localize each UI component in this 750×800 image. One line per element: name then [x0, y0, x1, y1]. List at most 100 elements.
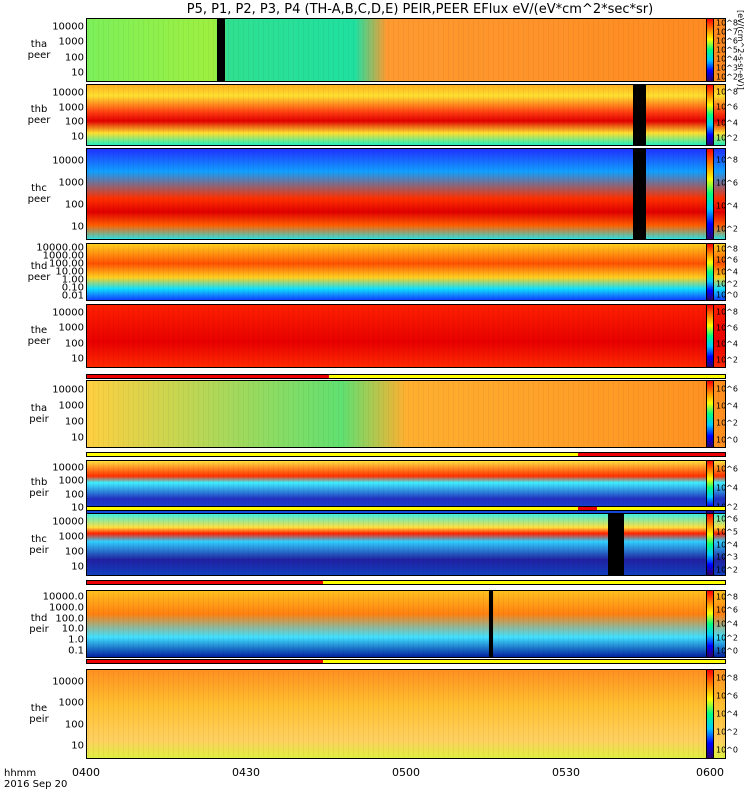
y-tick-label: 10: [71, 131, 84, 143]
spectrogram-image: [86, 669, 726, 759]
y-tick-label: 100: [64, 489, 84, 501]
y-tick-label: 1000: [58, 531, 84, 543]
mode-flag-on-segment: [578, 453, 725, 456]
x-axis-label: hhmm: [4, 768, 37, 779]
y-tick-label: 10000.0: [42, 591, 84, 603]
y-tick-label: 10: [71, 502, 84, 514]
spectrogram-texture: [88, 306, 724, 366]
colorbar: [706, 513, 714, 576]
y-tick-labels: 10000 1000 100 10: [20, 380, 84, 448]
colorbar-tick-label: 10^5: [716, 527, 738, 537]
y-tick-label: 1000.0: [49, 602, 84, 614]
colorbar-tick-label: 10^6: [716, 464, 738, 474]
x-tick-label: 0430: [232, 766, 260, 779]
y-tick-labels: 10000 1000 100 10: [20, 148, 84, 240]
y-tick-label: 10000: [52, 676, 84, 688]
colorbar-tick-label: 10^6: [716, 605, 738, 615]
spectrogram-image: [86, 304, 726, 368]
colorbar-tick-label: 10^2: [716, 418, 738, 427]
colorbar-tick-label: 10^8: [716, 155, 738, 164]
colorbar-tick-label: 10^7: [716, 27, 738, 37]
x-tick-label: 0530: [552, 766, 580, 779]
y-tick-label: 10: [71, 740, 84, 752]
y-axis-label: thc peer: [27, 183, 51, 205]
spectrogram-panel-thc-peer: [86, 148, 726, 240]
colorbar: [706, 148, 714, 240]
x-tick-label: 0600: [696, 766, 724, 779]
mode-flag-on-segment: [87, 375, 330, 378]
x-tick-label: 0400: [72, 766, 100, 779]
colorbar-tick-label: 10^6: [716, 514, 738, 524]
spectrogram-texture: [88, 150, 724, 238]
data-gap-bar: [489, 591, 494, 657]
spectrogram-image: [86, 84, 726, 146]
spectrogram-texture: [88, 86, 724, 144]
mode-flag-bar: [86, 374, 726, 379]
y-tick-label: 10.0: [61, 623, 84, 635]
y-tick-label: 1000: [58, 177, 84, 189]
mode-flag-bar: [86, 580, 726, 585]
colorbar-tick-label: 10^2: [716, 727, 738, 737]
colorbar-tick-label: 10^3: [716, 552, 738, 562]
y-tick-label: 10000: [52, 21, 84, 33]
spectrogram-image: [86, 513, 726, 576]
colorbar-tick-label: 10^8: [716, 244, 738, 254]
colorbar-tick-label: 10^2: [716, 502, 738, 512]
x-axis-date: 2016 Sep 20: [4, 779, 68, 790]
colorbar-tick-label: 10^8: [716, 18, 738, 28]
colorbar-tick-label: 10^2: [716, 355, 738, 365]
spectrogram-panel-thb-peer: [86, 84, 726, 146]
y-tick-labels: 10000 1000 100 10: [20, 304, 84, 368]
y-tick-label: 0.01: [61, 290, 84, 302]
colorbar-tick-label: 10^4: [716, 339, 738, 349]
y-tick-label: 10000: [52, 384, 84, 396]
y-tick-label: 100.0: [55, 613, 84, 625]
colorbar-tick-label: 10^4: [716, 709, 738, 719]
spectrogram-texture: [88, 20, 724, 80]
y-tick-label: 100: [64, 52, 84, 64]
colorbar-tick-label: 10^0: [716, 646, 738, 656]
y-tick-label: 0.1: [68, 645, 84, 657]
spectrogram-texture: [88, 245, 724, 299]
y-tick-label: 10000: [52, 155, 84, 167]
colorbar-tick-label: 10^4: [716, 118, 738, 128]
y-tick-label: 1000.00: [42, 250, 84, 262]
colorbar-tick-label: 10^4: [716, 619, 738, 629]
spectrogram-panel-the-peir: [86, 669, 726, 759]
y-axis-label: thd peir: [29, 613, 49, 635]
y-tick-label: 1000: [58, 322, 84, 334]
chart-title: P5, P1, P2, P3, P4 (TH-A,B,C,D,E) PEIR,P…: [186, 2, 654, 17]
y-tick-label: 100: [64, 116, 84, 128]
colorbar-tick-label: 10^8: [716, 307, 738, 317]
data-gap-bar: [633, 149, 646, 239]
y-tick-label: 10000: [52, 462, 84, 474]
colorbar-tick-label: 10^6: [716, 691, 738, 701]
y-tick-label: 10: [71, 561, 84, 573]
data-gap-bar: [633, 85, 646, 145]
spectrogram-panel-thd-peir: [86, 590, 726, 658]
y-tick-label: 10: [71, 221, 84, 233]
colorbar-tick-label: 10^2: [716, 279, 738, 289]
colorbar-tick-label: 10^6: [716, 255, 738, 265]
colorbar-tick-label: 10^4: [716, 540, 738, 549]
colorbar-tick-label: 10^4: [716, 483, 738, 493]
colorbar-tick-label: 10^6: [716, 178, 738, 187]
colorbar-tick-label: 10^0: [716, 290, 738, 300]
spectrogram-texture: [88, 671, 724, 757]
mode-flag-on-segment: [87, 581, 324, 584]
colorbar-tick-label: 10^2: [716, 224, 738, 233]
spectrogram-image: [86, 18, 726, 82]
y-axis-label: thd peer: [27, 261, 51, 283]
colorbar-tick-label: 10^8: [716, 87, 738, 97]
colorbar: [706, 669, 714, 759]
y-tick-label: 10000: [52, 307, 84, 319]
colorbar-tick-label: 10^2: [716, 565, 738, 575]
y-tick-labels: 10000 1000 100 10: [20, 84, 84, 146]
mode-flag-bar: [86, 659, 726, 664]
y-tick-label: 100: [64, 546, 84, 558]
y-axis-label: tha peer: [27, 39, 51, 61]
y-tick-label: 10.00: [55, 266, 84, 278]
y-axis-label: thb peir: [29, 477, 49, 499]
y-tick-labels: 10000 1000 100 10: [20, 460, 84, 516]
y-tick-label: 1.0: [68, 634, 84, 646]
